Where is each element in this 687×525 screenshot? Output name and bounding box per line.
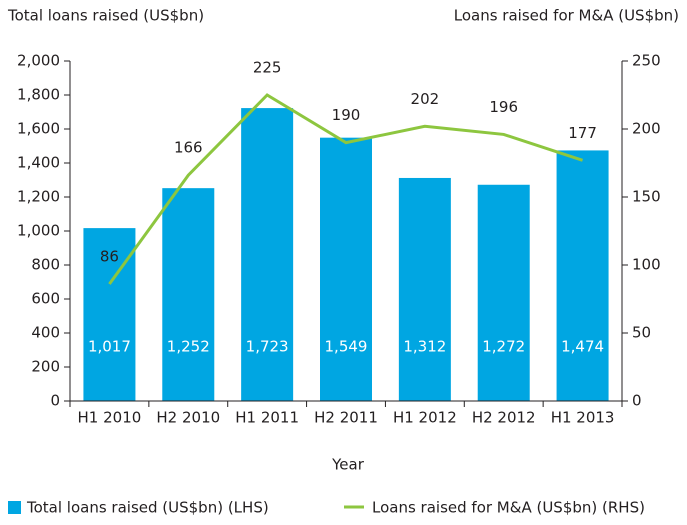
legend-label: Loans raised for M&A (US$bn) (RHS) [372, 499, 645, 517]
x-tick-label: H1 2010 [78, 409, 142, 427]
bar-value-label: 1,312 [403, 338, 446, 356]
y-tick-label: 600 [31, 290, 60, 308]
bar-value-label: 1,549 [325, 338, 368, 356]
y-tick-label: 1,200 [17, 188, 60, 206]
bar [556, 150, 609, 401]
bar-value-label: 1,252 [167, 338, 210, 356]
line-value-label: 196 [489, 98, 518, 116]
bar [241, 108, 294, 401]
y-axis-title: Total loans raised (US$bn) [7, 7, 204, 25]
y-tick-label: 1,000 [17, 222, 60, 240]
y2-tick-label: 100 [632, 256, 661, 274]
line-value-label: 166 [174, 139, 203, 157]
y-tick-label: 2,000 [17, 52, 60, 70]
y2-tick-label: 50 [632, 324, 651, 342]
bar [477, 184, 530, 401]
bar [398, 177, 451, 401]
bar-value-label: 1,017 [88, 338, 131, 356]
x-tick-label: H1 2011 [235, 409, 299, 427]
legend-swatch [8, 501, 21, 514]
bar [162, 188, 215, 401]
y2-axis-title: Loans raised for M&A (US$bn) [454, 7, 679, 25]
y-tick-label: 400 [31, 324, 60, 342]
y-tick-label: 1,400 [17, 154, 60, 172]
y2-tick-label: 150 [632, 188, 661, 206]
x-axis-title: Year [331, 456, 365, 474]
bar [320, 137, 372, 402]
legend-label: Total loans raised (US$bn) (LHS) [26, 499, 269, 517]
line-value-label: 225 [253, 59, 282, 77]
line-value-label: 177 [568, 124, 597, 142]
x-tick-label: H1 2012 [393, 409, 457, 427]
y2-tick-label: 250 [632, 52, 661, 70]
y2-tick-label: 200 [632, 120, 661, 138]
y-tick-label: 0 [50, 392, 60, 410]
x-tick-label: H1 2013 [551, 409, 615, 427]
bar-value-label: 1,474 [561, 338, 604, 356]
line-value-label: 190 [332, 106, 361, 124]
y-tick-label: 800 [31, 256, 60, 274]
line [108, 93, 584, 285]
line-value-label: 86 [100, 248, 119, 266]
bar [83, 228, 136, 401]
x-tick-label: H2 2010 [156, 409, 220, 427]
x-tick-label: H2 2012 [472, 409, 536, 427]
y-tick-label: 1,600 [17, 120, 60, 138]
y2-tick-label: 0 [632, 392, 642, 410]
bar-value-label: 1,272 [482, 338, 525, 356]
y-tick-label: 1,800 [17, 86, 60, 104]
bar-value-label: 1,723 [246, 338, 289, 356]
line-value-label: 202 [411, 90, 440, 108]
y-tick-label: 200 [31, 358, 60, 376]
x-tick-label: H2 2011 [314, 409, 378, 427]
